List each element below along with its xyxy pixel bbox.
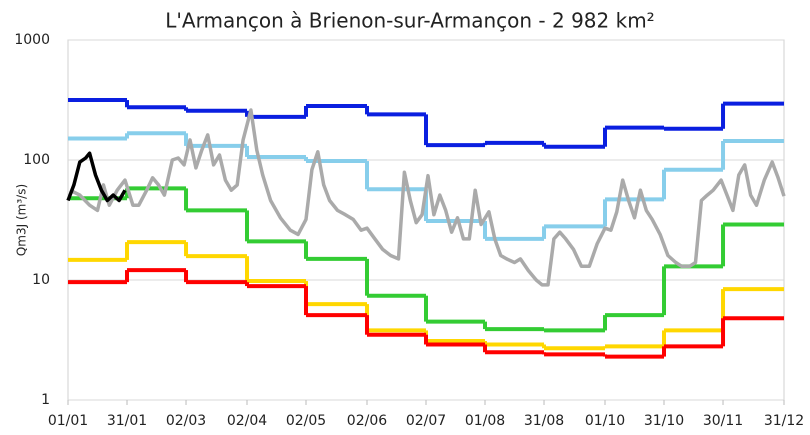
chart-title: L'Armançon à Brienon-sur-Armançon - 2 98… <box>165 9 654 33</box>
y-tick-label: 1 <box>41 392 50 408</box>
y-axis-label: Qm3J (m³/s) <box>15 184 29 256</box>
y-tick-label: 1000 <box>14 32 50 48</box>
x-tick-label: 01/10 <box>585 413 625 429</box>
x-tick-label: 02/06 <box>347 413 387 429</box>
x-tick-label: 02/07 <box>406 413 446 429</box>
x-tick-label: 30/11 <box>703 413 743 429</box>
y-tick-label: 100 <box>23 152 50 168</box>
x-tick-label: 01/08 <box>465 413 505 429</box>
x-tick-label: 31/12 <box>764 413 804 429</box>
x-tick-label: 02/03 <box>166 413 206 429</box>
data-line <box>66 151 127 203</box>
x-tick-label: 02/05 <box>286 413 326 429</box>
x-tick-label: 31/08 <box>524 413 564 429</box>
data-line <box>69 108 786 287</box>
x-tick-label: 31/01 <box>107 413 147 429</box>
x-tick-label: 02/04 <box>227 413 267 429</box>
x-tick-label: 31/10 <box>644 413 684 429</box>
x-tick-label: 01/01 <box>48 413 88 429</box>
y-tick-label: 10 <box>32 272 50 288</box>
